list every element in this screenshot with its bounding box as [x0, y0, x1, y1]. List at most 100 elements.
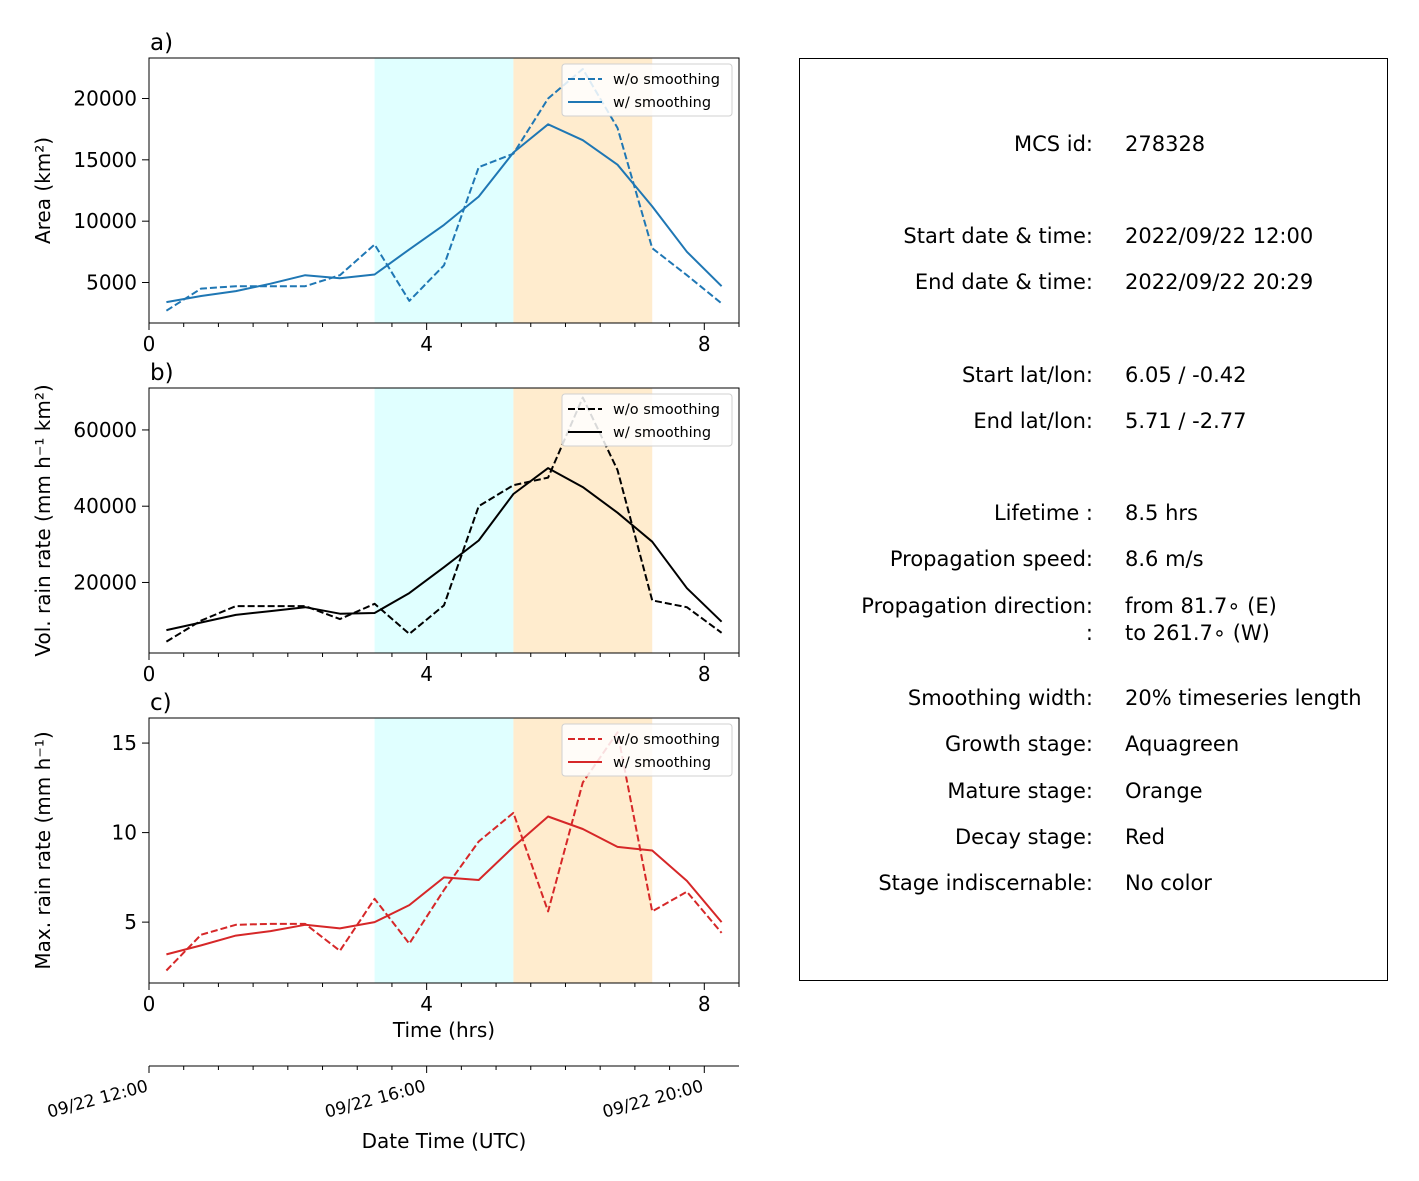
legend-box — [561, 63, 733, 117]
plot-frame — [148, 717, 740, 984]
info-row-stage-indiscernable: Stage indiscernable: No color — [800, 871, 1387, 897]
y-tick-label: 5000 — [86, 271, 137, 295]
info-label: Growth stage: — [944, 732, 1093, 756]
info-label: : — [1085, 621, 1093, 645]
x-tick-label: 0 — [143, 662, 156, 686]
info-label: Mature stage: — [947, 779, 1093, 803]
x-axis-label: Time (hrs) — [392, 1018, 495, 1042]
date-axis-label: Date Time (UTC) — [362, 1129, 527, 1153]
panel-c: 0 4 8 5 10 15 c) Max. rain rate (mm h⁻¹) Time (h… — [31, 690, 740, 1042]
info-row-smoothing-width: Smoothing width: 20% timeseries length — [800, 686, 1387, 712]
info-row-lifetime: Lifetime : 8.5 hrs — [800, 501, 1387, 527]
series-line-without-smoothing — [165, 396, 723, 643]
info-row-growth-stage: Growth stage: Aquagreen — [800, 732, 1387, 758]
panel-b: 0 4 8 20000 40000 60000 b) Vol. rain rate (mm h… — [31, 360, 740, 686]
panel-label: b) — [150, 360, 174, 386]
info-value: to 261.7∘ (W) — [1125, 621, 1270, 645]
y-tick-label: 15 — [112, 731, 137, 755]
legend-label: w/ smoothing — [613, 425, 711, 441]
x-tick-label: 4 — [420, 332, 433, 356]
x-tick-label: 4 — [420, 662, 433, 686]
legend-label: w/ smoothing — [613, 755, 711, 771]
info-row-end-latlon: End lat/lon: 5.71 / -2.77 — [800, 409, 1387, 435]
y-tick-label: 60000 — [73, 418, 137, 442]
info-value: Aquagreen — [1125, 732, 1240, 756]
y-axis-label: Area (km²) — [31, 137, 55, 244]
panel-a: 0 4 8 5000 10000 15000 20000 a) Area (km²) w/o sm… — [31, 30, 740, 356]
x-tick-label: 0 — [143, 992, 156, 1016]
info-row-propagation-speed: Propagation speed: 8.6 m/s — [800, 547, 1387, 573]
legend: w/o smoothing w/ smoothing — [561, 63, 733, 117]
info-value: 2022/09/22 12:00 — [1125, 224, 1314, 248]
x-tick-label: 8 — [698, 992, 711, 1016]
panel-label: a) — [150, 30, 173, 56]
info-value: Orange — [1125, 779, 1203, 803]
x-tick-label: 0 — [143, 332, 156, 356]
legend: w/o smoothing w/ smoothing — [561, 723, 733, 777]
info-label: Smoothing width: — [907, 686, 1093, 710]
info-label: Propagation speed: — [889, 547, 1093, 571]
info-value: No color — [1125, 871, 1212, 895]
series-line-with-smoothing — [166, 467, 723, 632]
y-tick-label: 5 — [124, 910, 137, 934]
date-axis: 09/22 12:00 09/22 16:00 09/22 20:00 Date Ti… — [45, 1065, 739, 1153]
stage-band-growth-stage — [374, 58, 514, 323]
y-axis-label: Max. rain rate (mm h⁻¹) — [31, 731, 55, 969]
info-row-end-date: End date & time: 2022/09/22 20:29 — [800, 270, 1387, 296]
info-value: 20% timeseries length — [1125, 686, 1362, 710]
legend-label: w/ smoothing — [613, 95, 711, 111]
info-row-mcs-id: MCS id: 278328 — [800, 132, 1387, 158]
info-label: Start date & time: — [903, 224, 1093, 248]
info-value: from 81.7∘ (E) — [1125, 594, 1277, 618]
info-row-decay-stage: Decay stage: Red — [800, 825, 1387, 851]
series-line-with-smoothing — [166, 815, 723, 956]
y-tick-label: 40000 — [73, 494, 137, 518]
plot-frame — [148, 57, 740, 324]
info-value: 278328 — [1125, 132, 1206, 156]
y-tick-label: 20000 — [73, 570, 137, 594]
legend-label: w/o smoothing — [613, 402, 720, 418]
x-tick-label: 8 — [698, 332, 711, 356]
series-line-without-smoothing — [165, 68, 723, 312]
x-tick-label: 4 — [420, 992, 433, 1016]
y-axis-label: Vol. rain rate (mm h⁻¹ km²) — [31, 384, 55, 656]
date-tick-label: 09/22 12:00 — [45, 1077, 150, 1123]
info-label: End date & time: — [914, 270, 1093, 294]
x-tick-label: 8 — [698, 662, 711, 686]
info-label: Stage indiscernable: — [878, 871, 1093, 895]
info-value: 2022/09/22 20:29 — [1125, 270, 1314, 294]
info-value: Red — [1125, 825, 1165, 849]
stage-band-growth-stage — [374, 718, 514, 983]
info-value: 5.71 / -2.77 — [1125, 409, 1247, 433]
info-label: Decay stage: — [955, 825, 1093, 849]
info-row-start-latlon: Start lat/lon: 6.05 / -0.42 — [800, 363, 1387, 389]
panel-label: c) — [150, 690, 172, 716]
legend-label: w/o smoothing — [613, 72, 720, 88]
info-value: 8.5 hrs — [1125, 501, 1198, 525]
info-label: Start lat/lon: — [961, 363, 1093, 387]
info-value: 6.05 / -0.42 — [1125, 363, 1247, 387]
y-tick-label: 10000 — [73, 209, 137, 233]
plot-frame — [148, 387, 740, 654]
date-tick-label: 09/22 20:00 — [601, 1077, 706, 1123]
y-tick-label: 15000 — [73, 148, 137, 172]
stage-band-growth-stage — [374, 388, 514, 653]
series-line-with-smoothing — [166, 123, 723, 304]
y-tick-label: 20000 — [73, 86, 137, 110]
mcs-info-panel: MCS id: 278328 Start date & time: 2022/0… — [799, 58, 1388, 981]
info-row-propagation-direction-from: Propagation direction: from 81.7∘ (E) — [800, 594, 1387, 620]
date-tick-label: 09/22 16:00 — [323, 1077, 428, 1123]
info-row-start-date: Start date & time: 2022/09/22 12:00 — [800, 224, 1387, 250]
series-line-without-smoothing — [165, 731, 723, 972]
info-row-propagation-direction-to: : to 261.7∘ (W) — [800, 621, 1387, 647]
info-label: Lifetime : — [993, 501, 1093, 525]
legend-box — [561, 393, 733, 447]
y-tick-label: 10 — [112, 821, 137, 845]
info-label: MCS id: — [1013, 132, 1093, 156]
info-row-mature-stage: Mature stage: Orange — [800, 779, 1387, 805]
info-label: End lat/lon: — [973, 409, 1093, 433]
info-label: Propagation direction: — [861, 594, 1093, 618]
legend-label: w/o smoothing — [613, 732, 720, 748]
info-value: 8.6 m/s — [1125, 547, 1204, 571]
